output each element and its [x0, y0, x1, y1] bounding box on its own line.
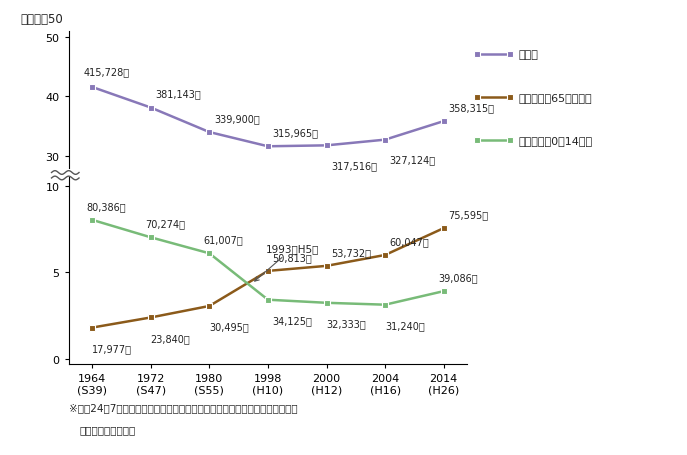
Text: 23,840人: 23,840人 [150, 333, 190, 343]
Text: 31,240人: 31,240人 [385, 320, 425, 330]
Text: 30,495人: 30,495人 [210, 322, 249, 332]
Text: 339,900人: 339,900人 [214, 114, 260, 124]
Text: 317,516人: 317,516人 [331, 161, 377, 171]
Text: 本人を対象とした。: 本人を対象とした。 [79, 424, 135, 434]
Text: 50,813人: 50,813人 [273, 253, 313, 263]
Text: 358,315人: 358,315人 [449, 103, 495, 113]
Text: 80,386人: 80,386人 [87, 202, 126, 212]
Text: 53,732人: 53,732人 [331, 248, 371, 258]
Text: 総人口: 総人口 [519, 50, 539, 60]
Text: 381,143人: 381,143人 [155, 90, 201, 99]
Text: 34,125人: 34,125人 [273, 316, 313, 325]
Text: 1993（H5）: 1993（H5） [255, 243, 319, 282]
Text: 高齢人口（65歳以上）: 高齢人口（65歳以上） [519, 93, 592, 103]
Text: 315,965人: 315,965人 [273, 128, 319, 138]
Text: 17,977人: 17,977人 [92, 344, 132, 354]
Text: 60,047人: 60,047人 [390, 237, 429, 247]
Text: 415,728人: 415,728人 [83, 67, 129, 77]
Text: 61,007人: 61,007人 [203, 235, 243, 245]
Text: 39,086人: 39,086人 [438, 273, 477, 283]
Text: 70,274人: 70,274人 [145, 219, 185, 229]
Text: 年少人口（0～14歳）: 年少人口（0～14歳） [519, 136, 593, 146]
Text: 75,595人: 75,595人 [449, 210, 488, 220]
Text: （万人）50: （万人）50 [21, 13, 64, 26]
Text: ※平成24年7月に住民基本台帳法が改正されたが、経年変化を比較するため日: ※平成24年7月に住民基本台帳法が改正されたが、経年変化を比較するため日 [69, 403, 297, 413]
Text: 32,333人: 32,333人 [326, 318, 366, 329]
Text: 327,124人: 327,124人 [390, 155, 436, 165]
